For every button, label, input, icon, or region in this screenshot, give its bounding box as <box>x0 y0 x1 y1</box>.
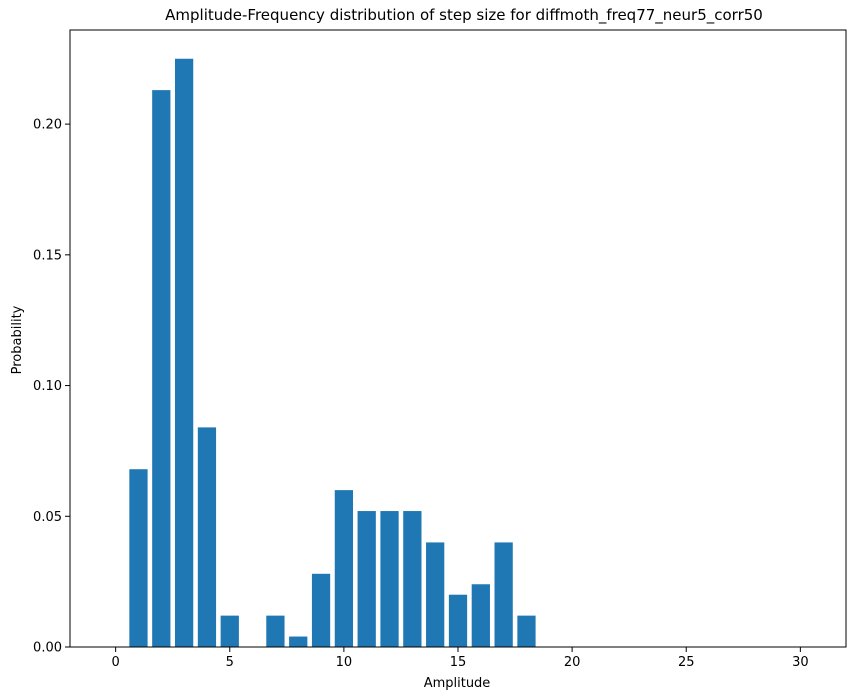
x-tick-label: 10 <box>336 655 353 670</box>
y-tick-label: 0.05 <box>33 510 62 525</box>
bar-1 <box>129 469 148 647</box>
bar-10 <box>334 490 354 647</box>
x-tick-label: 25 <box>678 655 695 670</box>
bar-15 <box>448 594 468 647</box>
bar-14 <box>426 542 445 647</box>
y-axis-label: Probability <box>10 305 25 374</box>
bars-group <box>129 58 536 648</box>
bar-11 <box>357 511 376 647</box>
x-tick-label: 15 <box>450 655 467 670</box>
y-tick-label: 0.15 <box>33 248 62 263</box>
x-tick-label: 20 <box>564 655 581 670</box>
bar-2 <box>152 90 171 648</box>
y-axis-ticks: 0.00 0.05 0.10 0.15 0.20 <box>33 118 70 656</box>
chart-title: Amplitude-Frequency distribution of step… <box>165 6 763 25</box>
x-axis-ticks: 0 5 10 15 20 25 30 <box>112 647 809 670</box>
bar-16 <box>471 584 490 647</box>
x-axis-label: Amplitude <box>424 676 491 691</box>
bar-4 <box>197 427 217 647</box>
bar-8 <box>289 636 308 647</box>
x-tick-label: 5 <box>226 655 234 670</box>
bar-17 <box>494 542 513 647</box>
bar-3 <box>174 58 194 647</box>
y-tick-label: 0.00 <box>33 641 62 656</box>
y-tick-label: 0.20 <box>33 118 62 133</box>
bar-7 <box>266 615 285 647</box>
bar-5 <box>220 615 239 647</box>
bar-12 <box>380 511 399 647</box>
y-tick-label: 0.10 <box>33 379 62 394</box>
x-tick-label: 0 <box>112 655 120 670</box>
bar-18 <box>517 615 536 647</box>
bar-13 <box>403 511 422 647</box>
bar-9 <box>311 573 331 647</box>
plot-frame <box>69 29 847 648</box>
x-tick-label: 30 <box>792 655 809 670</box>
